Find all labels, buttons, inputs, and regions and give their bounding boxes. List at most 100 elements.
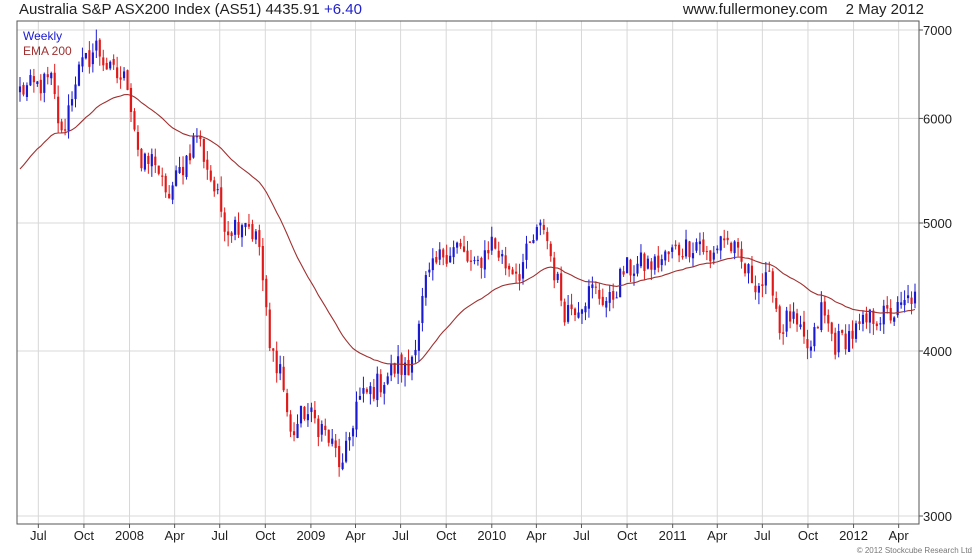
candle-body [827, 314, 830, 324]
candle-body [733, 241, 736, 254]
site-url: www.fullermoney.com [682, 1, 828, 18]
candle [29, 69, 32, 87]
candle-body [629, 259, 632, 276]
y-tick-label: 5000 [923, 216, 952, 231]
candle-body [795, 313, 799, 325]
candle [324, 418, 327, 436]
candle [185, 154, 188, 180]
x-tick-label: Jul [30, 528, 47, 543]
candle [813, 322, 816, 352]
candle [667, 251, 670, 262]
candle-body [105, 62, 108, 70]
candle-body [913, 291, 917, 304]
x-tick-label: Jul [754, 528, 771, 543]
candle-body [851, 330, 854, 339]
candle [362, 376, 365, 403]
candle-body [345, 440, 348, 462]
candle [32, 68, 35, 93]
candle-body [636, 263, 639, 274]
candle-body [823, 301, 826, 316]
candle [764, 261, 767, 295]
candle [653, 254, 656, 275]
candle-body [112, 58, 115, 65]
candle [625, 257, 629, 274]
candle-body [681, 256, 684, 258]
candle [175, 165, 178, 187]
candle-body [81, 57, 84, 67]
candle-body [809, 346, 813, 351]
candle-body [653, 256, 656, 270]
candle-body [622, 271, 625, 275]
candle-body [799, 324, 802, 328]
candle [438, 242, 441, 266]
candle [615, 291, 618, 299]
candle-body [438, 249, 441, 260]
candle-body [25, 85, 29, 97]
candle-body [247, 224, 251, 227]
candle [820, 291, 823, 333]
candle [102, 49, 105, 72]
candle [334, 433, 337, 458]
x-tick-label: Apr [526, 528, 547, 543]
candle [900, 291, 903, 309]
candle [719, 235, 722, 260]
candle [594, 281, 597, 295]
y-axis: 3000 4000 5000 6000 7000 [919, 23, 952, 524]
candle [750, 255, 754, 284]
candle-body [192, 136, 195, 158]
candle-body [605, 301, 608, 308]
candle-body [879, 323, 882, 325]
candle [36, 80, 39, 87]
candle [168, 185, 171, 199]
candle [254, 228, 257, 245]
candle-body [705, 251, 708, 253]
candle-body [501, 254, 504, 257]
candle-body [369, 386, 372, 395]
candle-body [18, 86, 22, 93]
candle-body [709, 250, 712, 262]
candle-body [608, 292, 611, 303]
candle-body [265, 278, 268, 308]
candle [629, 258, 632, 283]
candle-body [29, 75, 32, 86]
candle [743, 262, 747, 277]
candle [705, 245, 708, 261]
candle [351, 425, 355, 447]
candle [792, 302, 795, 324]
candle [573, 307, 577, 322]
candle-body [497, 250, 500, 258]
candle-body [619, 268, 622, 298]
candle-body [754, 285, 757, 293]
candle [230, 231, 233, 243]
header-right: www.fullermoney.com 2 May 2012 [683, 0, 924, 22]
candle-body [188, 153, 192, 161]
candle [716, 245, 719, 254]
candle [889, 299, 892, 324]
x-axis: Jul Oct 2008 Apr Jul Oct 2009 Apr Jul Oct 2010 Apr J… [30, 524, 909, 543]
candle [577, 302, 580, 319]
candle [25, 82, 29, 101]
candle-body [740, 248, 743, 262]
index-name: Australia S&P ASX200 Index (AS51) [19, 1, 262, 18]
candle-body [747, 264, 750, 274]
candle-body [449, 255, 452, 263]
candle [292, 422, 296, 442]
candle-body [768, 270, 771, 272]
chart-title: Australia S&P ASX200 Index (AS51) 4435.9… [19, 0, 362, 22]
candle-body [865, 313, 868, 323]
candle [22, 82, 25, 97]
candle-body [324, 425, 327, 431]
candle-body [452, 247, 455, 258]
candle-body [279, 364, 282, 374]
candle [313, 401, 316, 424]
candle-body [782, 332, 785, 334]
candle-body [580, 309, 584, 314]
candle [737, 238, 740, 257]
candle [150, 148, 153, 177]
candle [161, 167, 164, 187]
candle-body [338, 446, 341, 468]
candle [511, 266, 514, 275]
candle [338, 438, 341, 477]
candle-body [64, 129, 67, 131]
candle-body [612, 291, 615, 300]
